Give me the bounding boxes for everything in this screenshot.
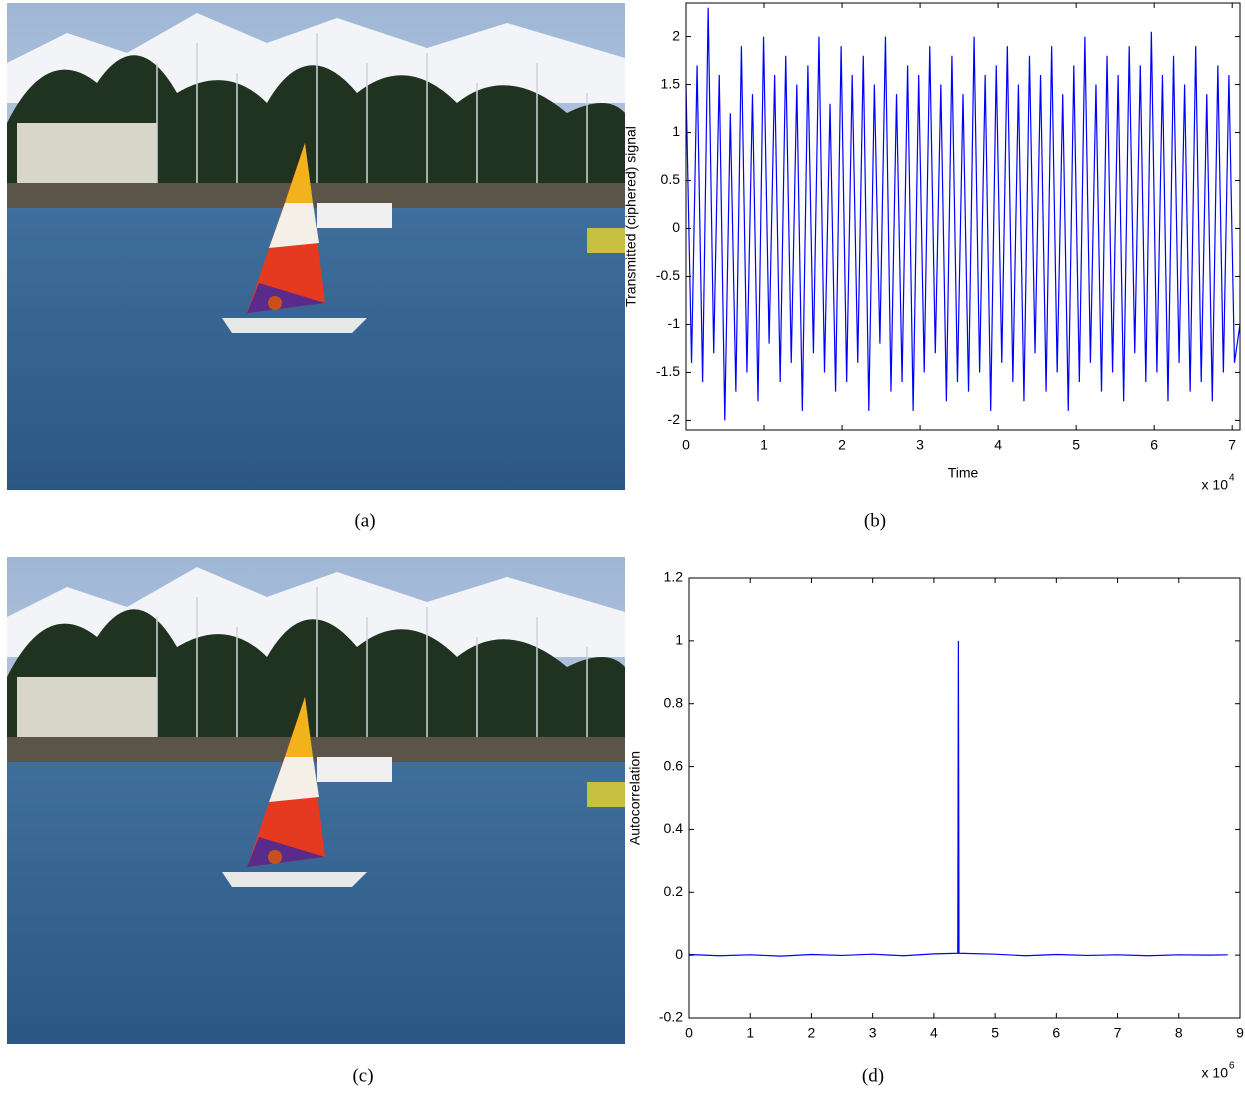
y-tick-label: -0.5 xyxy=(656,267,680,283)
x-tick-label: 0 xyxy=(685,1025,693,1041)
x-scale-exponent: 6 xyxy=(1229,1061,1235,1072)
x-axis-label: Time xyxy=(948,465,979,481)
x-tick-label: 1 xyxy=(760,437,768,453)
y-tick-label: -2 xyxy=(668,411,681,427)
y-axis-label: Transmitted (ciphered) signal xyxy=(623,126,639,307)
y-tick-label: 1.2 xyxy=(664,569,684,585)
y-tick-label: 0.4 xyxy=(664,820,684,836)
x-tick-label: 4 xyxy=(994,437,1002,453)
plot-frame xyxy=(688,577,1241,1019)
y-tick-label: 2 xyxy=(672,27,680,43)
y-tick-label: 0.5 xyxy=(661,171,681,187)
photo-c xyxy=(6,556,626,1045)
x-scale-exponent: 4 xyxy=(1229,473,1235,484)
caption: (b) xyxy=(864,510,886,531)
y-axis-label: Autocorrelation xyxy=(627,751,643,845)
x-tick-label: 8 xyxy=(1175,1025,1183,1041)
y-tick-label: 0.2 xyxy=(664,883,684,899)
y-tick-label: 0 xyxy=(672,219,680,235)
y-tick-label: 1.5 xyxy=(661,75,681,91)
x-tick-label: 9 xyxy=(1236,1025,1244,1041)
x-scale-base: x 10 xyxy=(1202,1065,1229,1081)
x-tick-label: 5 xyxy=(1072,437,1080,453)
x-tick-label: 3 xyxy=(916,437,924,453)
x-tick-label: 0 xyxy=(682,437,690,453)
y-tick-label: -1.5 xyxy=(656,363,680,379)
photo-a xyxy=(6,2,626,491)
y-tick-label: 0 xyxy=(675,946,683,962)
caption: (c) xyxy=(352,1065,373,1086)
plot-frame xyxy=(685,2,1241,431)
x-tick-label: 7 xyxy=(1228,437,1236,453)
x-tick-label: 3 xyxy=(869,1025,877,1041)
x-tick-label: 1 xyxy=(746,1025,754,1041)
x-tick-label: 4 xyxy=(930,1025,938,1041)
y-tick-label: 0.6 xyxy=(664,757,684,773)
y-tick-label: 1 xyxy=(675,632,683,648)
x-tick-label: 7 xyxy=(1114,1025,1122,1041)
y-tick-label: -0.2 xyxy=(659,1009,683,1025)
signal-line xyxy=(685,7,1241,421)
caption: (a) xyxy=(354,510,375,531)
x-tick-label: 2 xyxy=(808,1025,816,1041)
y-tick-label: 1 xyxy=(672,123,680,139)
caption: (d) xyxy=(862,1065,884,1086)
x-scale-base: x 10 xyxy=(1202,477,1229,493)
signal-line xyxy=(688,640,1228,957)
y-tick-label: 0.8 xyxy=(664,694,684,710)
x-tick-label: 6 xyxy=(1052,1025,1060,1041)
x-tick-label: 2 xyxy=(838,437,846,453)
y-tick-label: -1 xyxy=(668,315,681,331)
x-tick-label: 5 xyxy=(991,1025,999,1041)
x-tick-label: 6 xyxy=(1150,437,1158,453)
